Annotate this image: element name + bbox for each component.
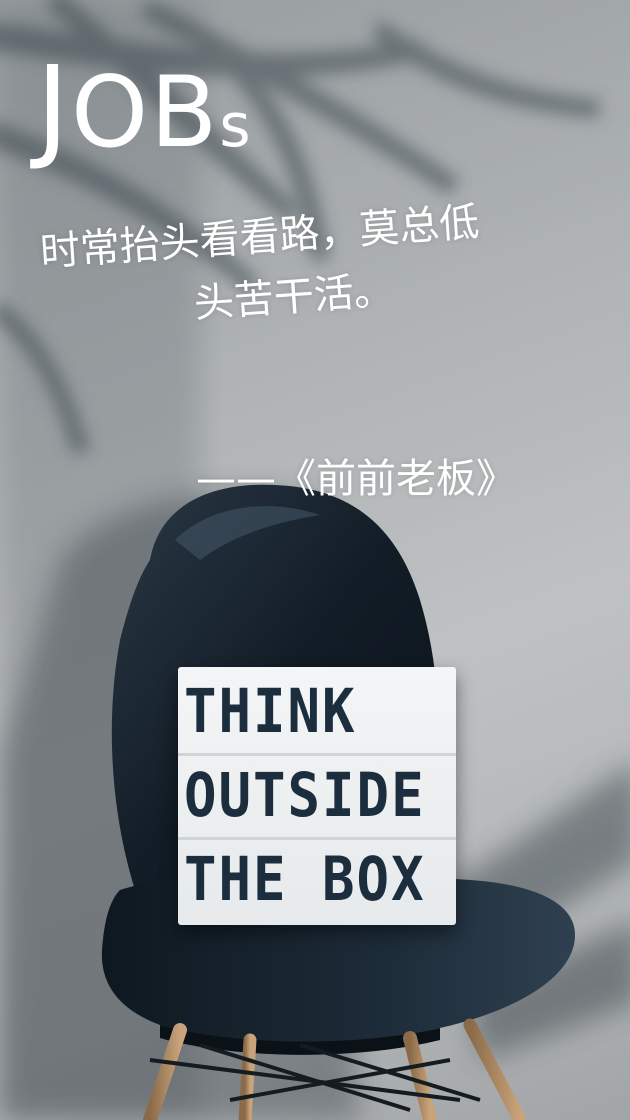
lightbox-divider — [178, 837, 456, 840]
lightbox-row-1: THINK — [184, 676, 357, 747]
lightbox-divider — [178, 753, 456, 756]
title-letter-s: s — [219, 91, 253, 161]
lightbox-row-3: THE BOX — [184, 844, 426, 915]
title-letter-j: J — [36, 43, 72, 173]
quote-author: ——《前前老板》 — [196, 456, 516, 502]
lightbox-row-2: OUTSIDE — [184, 760, 426, 831]
title: JOBs — [36, 52, 253, 164]
title-letters-ob: OB — [71, 56, 220, 170]
lightbox-sign: THINK OUTSIDE THE BOX — [178, 667, 456, 925]
